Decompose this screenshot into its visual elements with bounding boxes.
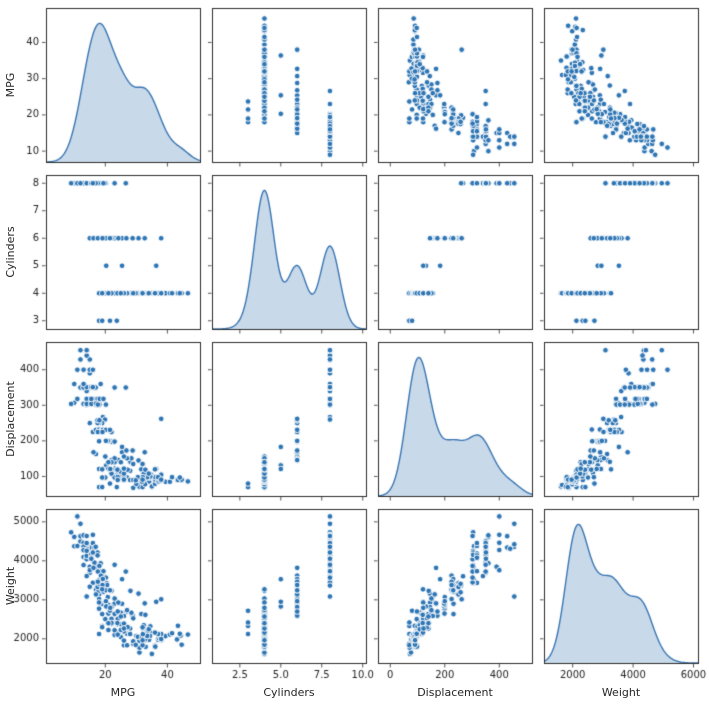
- x-axis-label-weight: Weight: [601, 686, 641, 699]
- x-axis-label-mpg: MPG: [110, 686, 136, 699]
- y-axis-label-cylinders: Cylinders: [4, 226, 17, 278]
- y-axis-label-displacement: Displacement: [4, 381, 17, 457]
- y-axis-label-mpg: MPG: [4, 72, 17, 98]
- x-axis-label-displacement: Displacement: [417, 686, 493, 699]
- y-axis-label-weight: Weight: [4, 566, 17, 606]
- x-axis-label-cylinders: Cylinders: [263, 686, 315, 699]
